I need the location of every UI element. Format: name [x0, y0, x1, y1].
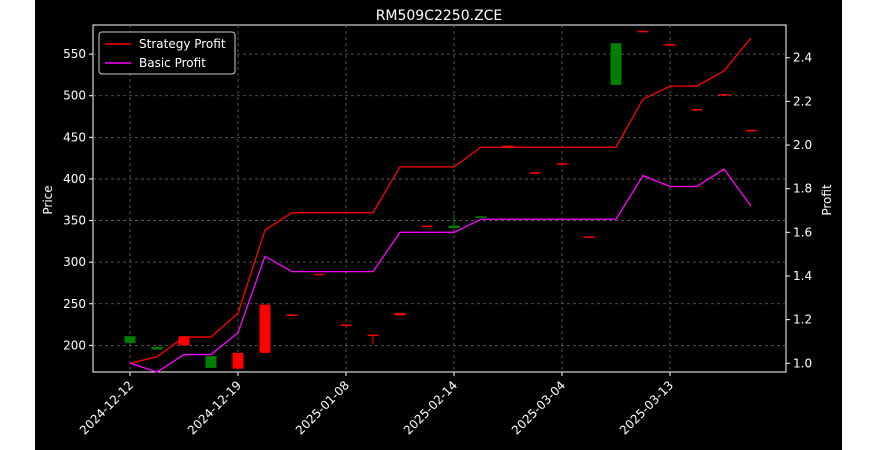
candle-body [448, 225, 460, 229]
x-tick-label: 2024-12-12 [77, 378, 136, 437]
y-left-tick-label: 500 [63, 89, 86, 103]
y-right-tick-label: 1.8 [793, 182, 812, 196]
candle-body [421, 225, 433, 228]
x-tick-label: 2024-12-19 [185, 378, 244, 437]
chart-figure: 200 250 300 350 400 450 500 550 1.0 1.2 1.4 1.6 1.8 2… [35, 0, 842, 450]
candle-body [637, 30, 649, 33]
candle-body [205, 356, 217, 368]
candle-body [529, 172, 541, 174]
candle-body [286, 314, 298, 317]
basic-profit-line [129, 168, 752, 373]
y-right-tick-label: 1.6 [793, 225, 812, 239]
candle-body [475, 216, 487, 219]
y-right-tick-label: 2.4 [793, 51, 812, 65]
y-right-tick-label: 1.0 [793, 356, 812, 370]
candle-body [151, 347, 163, 350]
legend-strategy-label: Strategy Profit [139, 37, 226, 51]
plot-area [92, 24, 787, 373]
candle-body [340, 324, 352, 327]
x-tick-label: 2025-01-08 [293, 378, 352, 437]
y-left-tick-label: 300 [63, 255, 86, 269]
candle-body [610, 43, 622, 85]
x-tick-label: 2025-03-13 [617, 378, 676, 437]
y-axis-left-label: Price [41, 185, 55, 214]
y-right-tick-label: 2.2 [793, 94, 812, 108]
profit-lines [129, 37, 752, 373]
legend-basic-label: Basic Profit [139, 56, 206, 70]
strategy-profit-line [129, 37, 752, 364]
y-left-tick-label: 250 [63, 297, 86, 311]
y-right-tick-label: 1.4 [793, 269, 812, 283]
candle-body [691, 109, 703, 111]
y-left-tick-label: 200 [63, 338, 86, 352]
candle-body [502, 145, 514, 148]
candle-body [394, 312, 406, 316]
candle-body [583, 236, 595, 238]
candles [124, 30, 757, 369]
y-left-tick-label: 550 [63, 47, 86, 61]
chart-title: RM509C2250.ZCE [376, 8, 503, 24]
y-left-tick-label: 400 [63, 172, 86, 186]
y-right-tick-label: 1.2 [793, 313, 812, 327]
y-left-tick-label: 350 [63, 214, 86, 228]
y-axis-right-label: Profit [820, 184, 834, 216]
y-right-tick-label: 2.0 [793, 138, 812, 152]
candle-body [313, 273, 325, 276]
candle-body [664, 44, 676, 46]
candle-body [718, 94, 730, 96]
candle-body [367, 334, 379, 337]
x-tick-label: 2025-02-14 [401, 378, 460, 437]
x-tick-label: 2025-03-04 [509, 378, 568, 437]
legend-box [98, 31, 236, 75]
chart-svg: 200 250 300 350 400 450 500 550 1.0 1.2 1.4 1.6 1.8 2… [41, 8, 834, 437]
candle-body [178, 336, 190, 346]
candle-body [232, 352, 244, 369]
legend: Strategy Profit Basic Profit [98, 31, 236, 75]
grid [93, 25, 786, 372]
candle-body [124, 336, 136, 343]
candle-body [259, 304, 271, 353]
candle-body [556, 163, 568, 165]
candle-body [745, 129, 757, 132]
y-left-tick-label: 450 [63, 130, 86, 144]
